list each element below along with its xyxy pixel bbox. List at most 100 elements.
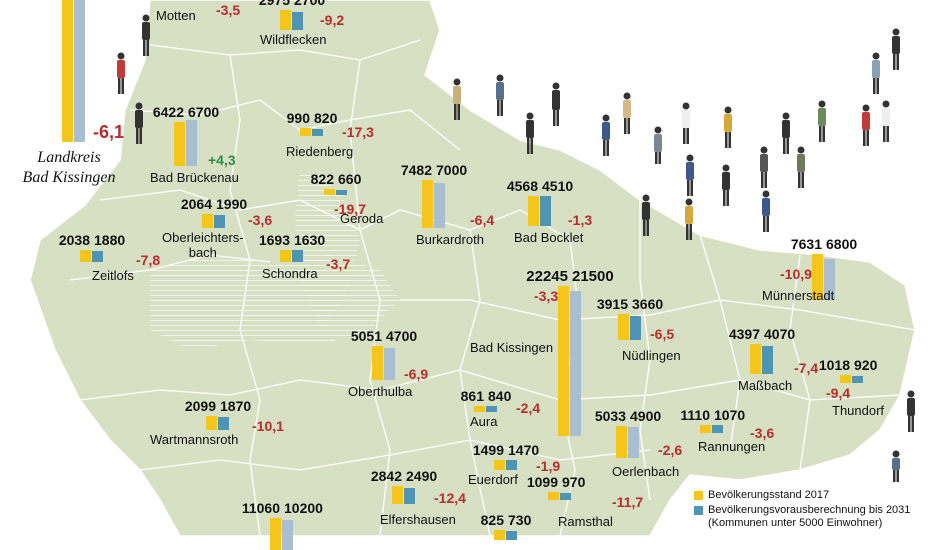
bar-2031 (434, 183, 445, 228)
person-icon (882, 100, 890, 142)
bar-2017 (62, 0, 73, 142)
value-2017: 5033 (594, 408, 626, 424)
bar-2017 (812, 254, 823, 300)
value-2017: 990 (286, 110, 310, 126)
bar-2031 (404, 488, 415, 504)
value-2031: 730 (508, 512, 532, 528)
value-2017: 861 (460, 388, 484, 404)
bar-2031 (630, 316, 641, 340)
municipality-name: Ramsthal (558, 514, 613, 529)
value-2031: 1630 (294, 232, 326, 248)
bar-2031 (74, 0, 85, 142)
person-icon (782, 112, 790, 154)
value-2017: 1693 (258, 232, 290, 248)
value-2031: 920 (854, 357, 878, 373)
value-2017: 1018 (818, 357, 850, 373)
bar-2017 (270, 518, 281, 550)
change-percent: -2,4 (516, 400, 541, 416)
value-2031: 820 (314, 110, 338, 126)
value-2031: 1880 (94, 232, 126, 248)
legend-item-2031: Bevölkerungsvorausberechnung bis 2031 (K… (694, 504, 910, 530)
person-icon (762, 190, 770, 232)
person-icon (117, 52, 125, 94)
value-2031: 21500 (572, 268, 614, 285)
bar-2017 (206, 416, 217, 430)
person-icon (892, 450, 900, 482)
value-2017: 825 (480, 512, 504, 528)
municipality-name: Burkardroth (416, 232, 484, 247)
district-change: -6,1 (93, 122, 125, 142)
change-percent: -2,6 (658, 442, 683, 458)
municipality-name: Wildflecken (260, 32, 327, 47)
bar-2031 (762, 346, 773, 374)
value-2031: 4700 (386, 328, 418, 344)
value-2017: 11060 (241, 500, 280, 516)
change-percent: -17,3 (342, 124, 374, 140)
bar-2017 (280, 10, 291, 30)
bar-2031 (186, 120, 197, 166)
person-icon (907, 390, 915, 432)
bar-2017 (840, 375, 851, 383)
municipality-name: Geroda (340, 211, 384, 226)
district-total-chart (60, 0, 100, 142)
bar-2031 (570, 291, 581, 436)
municipality-name: Zeitlofs (92, 268, 134, 283)
value-2031: 2700 (294, 0, 326, 8)
value-2017: 6422 (152, 104, 184, 120)
value-2031: 10200 (284, 500, 323, 516)
value-2031: 6800 (826, 236, 858, 252)
value-2031: 7000 (436, 162, 468, 178)
value-2017: 4568 (506, 178, 538, 194)
bar-2031 (852, 376, 863, 383)
municipality-name: Thundorf (832, 403, 885, 418)
change-percent: -3,6 (750, 425, 775, 441)
bar-2017 (174, 122, 185, 166)
person-icon (872, 52, 880, 94)
value-2017: 7631 (790, 236, 822, 252)
change-percent: -10,9 (780, 266, 812, 282)
population-map: -6,1 Landkreis Bad Kissingen Motten -3,5 2… (23, 0, 916, 550)
district-area (29, 0, 916, 536)
change-percent: -3,6 (248, 212, 273, 228)
bar-2031 (628, 427, 639, 458)
person-icon (682, 102, 690, 144)
bar-2031 (92, 251, 103, 262)
change-percent: -7,4 (794, 360, 819, 376)
person-icon (685, 198, 693, 240)
person-icon (722, 164, 730, 206)
change-percent: +4,3 (208, 152, 236, 168)
change-percent: -6,4 (470, 212, 495, 228)
value-2031: 970 (562, 474, 586, 490)
municipality-name: Oerlenbach (612, 464, 680, 479)
person-icon (892, 28, 900, 70)
bar-2031 (218, 417, 229, 430)
bar-2017 (494, 530, 505, 540)
bar-2017 (324, 189, 335, 195)
name-line1: Oberleichters- (162, 230, 244, 245)
legend-note: (Kommunen unter 5000 Einwohner) (708, 517, 883, 529)
person-icon (602, 114, 610, 156)
municipality-name: Rannungen (698, 439, 766, 454)
bar-2017 (80, 250, 91, 262)
bar-2031 (292, 12, 303, 30)
value-2017: 2842 (370, 468, 402, 484)
value-2017: 22245 (526, 268, 568, 285)
change-percent: -7,8 (136, 252, 161, 268)
value-2017: 2099 (184, 398, 216, 414)
change-percent: -3,7 (326, 256, 351, 272)
municipality-name: Oberleichters-bach (162, 230, 244, 260)
municipality-name: Euerdorf (468, 472, 518, 487)
value-2031: 2490 (406, 468, 438, 484)
municipality-name: Maßbach (738, 378, 793, 393)
value-2031: 3660 (632, 296, 664, 312)
change-percent: -3,5 (216, 2, 241, 18)
value-2017: 822 (310, 171, 334, 187)
bar-2031 (312, 129, 323, 136)
bar-2017 (548, 492, 559, 500)
bar-2017 (202, 214, 213, 228)
value-2017: 1099 (526, 474, 558, 490)
bar-2017 (422, 180, 433, 228)
bar-2031 (282, 520, 293, 550)
person-icon (760, 146, 768, 188)
bar-2017 (474, 406, 485, 412)
